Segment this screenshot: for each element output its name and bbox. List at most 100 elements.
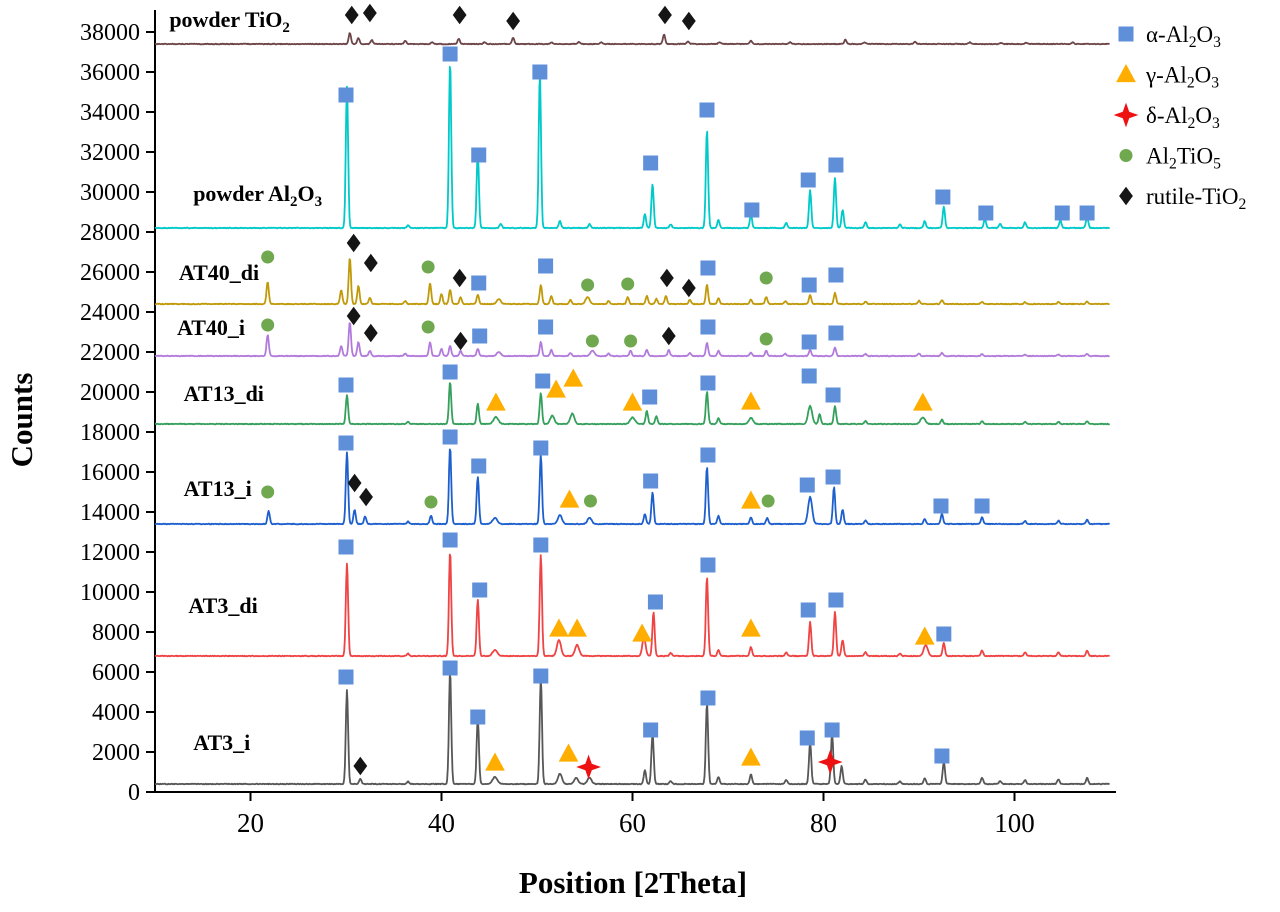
gamma-marker: [1116, 63, 1136, 83]
trace-label-AT13_i: AT13_i: [184, 476, 252, 501]
alpha-marker: [744, 202, 760, 218]
alpha-marker: [934, 748, 950, 764]
alpha-marker: [828, 157, 844, 173]
rutile-marker: [453, 331, 468, 351]
alpha-marker: [1118, 26, 1134, 42]
axes: 0 2000 4000 6000 8000 10000 12000 14000 16000 180…: [80, 10, 1116, 838]
trace-powder_Al2O3: [154, 65, 1110, 230]
y-tick-label: 22000: [80, 340, 140, 366]
alpha-marker: [471, 275, 487, 291]
alpha-marker: [700, 690, 716, 706]
legend-item-alpha: α-Al2O3: [1118, 22, 1221, 51]
x-tick-label: 40: [428, 808, 455, 838]
gamma-marker: [486, 392, 506, 411]
altio-marker: [759, 332, 773, 346]
altio-marker: [581, 278, 595, 292]
alpha-marker: [700, 447, 716, 463]
alpha-marker: [828, 592, 844, 608]
delta-marker: [576, 754, 601, 780]
altio-marker: [261, 250, 275, 264]
legend-label-rutile: rutile-TiO2: [1146, 184, 1246, 213]
trace-label-powder_TiO2: powder TiO2: [169, 7, 290, 36]
altio-marker: [261, 318, 275, 332]
alpha-marker: [800, 602, 816, 618]
rutile-marker: [362, 3, 377, 23]
rutile-marker: [452, 5, 467, 25]
x-tick-label: 100: [994, 808, 1035, 838]
legend-label-gamma: γ-Al2O3: [1145, 63, 1219, 92]
alpha-marker: [442, 660, 458, 676]
y-tick-label: 36000: [80, 60, 140, 86]
trace-label-AT3_di: AT3_di: [188, 593, 257, 618]
trace-AT3_i: [154, 674, 1110, 786]
x-tick-label: 80: [810, 808, 837, 838]
y-tick-label: 38000: [80, 20, 140, 46]
rutile-marker: [353, 756, 368, 776]
trace-AT13_di: [154, 382, 1110, 426]
y-tick-label: 34000: [80, 100, 140, 126]
alpha-marker: [828, 267, 844, 283]
alpha-marker: [535, 373, 551, 389]
markers-delta: [576, 749, 843, 780]
altio-marker: [583, 494, 597, 508]
y-tick-label: 10000: [80, 580, 140, 606]
y-tick-label: 16000: [80, 460, 140, 486]
alpha-marker: [936, 626, 952, 642]
gamma-marker: [485, 752, 505, 771]
alpha-marker: [1054, 205, 1070, 221]
markers-alpha: [338, 46, 1095, 764]
legend-label-alpha: α-Al2O3: [1146, 22, 1221, 51]
rutile-marker: [659, 268, 674, 288]
alpha-marker: [533, 668, 549, 684]
rutile-marker: [347, 473, 362, 493]
alpha-marker: [533, 440, 549, 456]
alpha-marker: [472, 582, 488, 598]
y-axis-title: Counts: [4, 373, 39, 468]
legend-item-rutile: rutile-TiO2: [1119, 184, 1246, 213]
alpha-marker: [1079, 205, 1095, 221]
alpha-marker: [828, 325, 844, 341]
gamma-marker: [741, 618, 761, 637]
alpha-marker: [935, 189, 951, 205]
trace-AT40_i: [154, 322, 1110, 358]
rutile-marker: [363, 323, 378, 343]
rutile-marker: [658, 5, 672, 25]
altio-marker: [421, 260, 435, 274]
gamma-marker: [567, 618, 587, 637]
alpha-marker: [800, 172, 816, 188]
delta-marker: [817, 749, 843, 775]
alpha-marker: [824, 722, 840, 738]
gamma-marker: [632, 623, 652, 642]
altio-marker: [421, 320, 435, 334]
trace-label-AT13_di: AT13_di: [184, 381, 264, 406]
rutile-marker: [681, 278, 696, 298]
gamma-marker: [549, 618, 569, 637]
gamma-marker: [559, 489, 580, 508]
y-tick-label: 26000: [80, 260, 140, 286]
alpha-marker: [338, 87, 354, 103]
rutile-marker: [452, 268, 467, 288]
gamma-marker: [914, 626, 935, 645]
legend-item-delta: δ-Al2O3: [1113, 102, 1220, 132]
rutile-marker: [346, 306, 361, 326]
y-tick-label: 18000: [80, 420, 140, 446]
alpha-marker: [801, 368, 817, 384]
alpha-marker: [700, 260, 716, 276]
trace-AT40_di: [154, 258, 1110, 306]
altio-marker: [261, 485, 275, 499]
trace-label-powder_Al2O3: powder Al2O3: [193, 181, 322, 210]
alpha-marker: [471, 458, 487, 474]
alpha-marker: [647, 594, 663, 610]
alpha-marker: [643, 722, 659, 738]
alpha-marker: [978, 205, 994, 221]
altio-marker: [1119, 149, 1133, 162]
gamma-marker: [741, 747, 761, 766]
rutile-marker: [344, 5, 359, 25]
alpha-marker: [642, 389, 658, 405]
altio-marker: [621, 277, 635, 291]
alpha-marker: [801, 334, 817, 350]
phase-markers: [261, 3, 1095, 780]
gamma-marker: [741, 391, 761, 410]
